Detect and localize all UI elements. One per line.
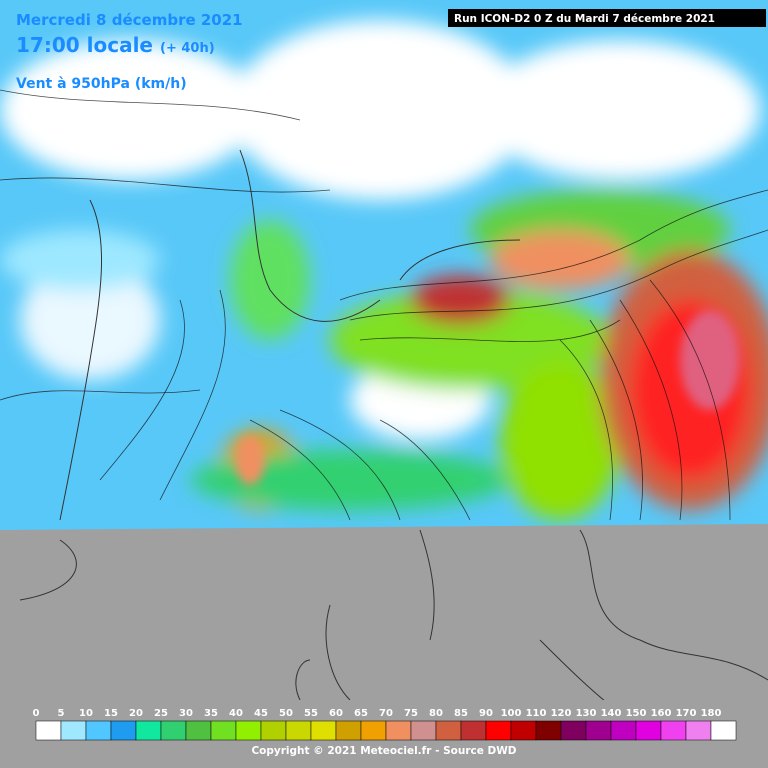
legend-swatch [110,720,137,741]
legend-label: 20 [129,708,143,719]
legend-swatch [635,720,662,741]
legend-swatch [585,720,612,741]
date-title: Mercredi 8 décembre 2021 [16,11,243,29]
parameter-title: Vent à 950hPa (km/h) [16,76,187,92]
legend-swatch [685,720,712,741]
legend-swatch [360,720,387,741]
legend-label: 120 [551,708,572,719]
legend-label: 160 [651,708,672,719]
legend-label: 60 [329,708,343,719]
legend-swatch [135,720,162,741]
legend-label: 40 [229,708,243,719]
legend-swatch [35,720,62,741]
legend-swatch [310,720,337,741]
legend-swatch [660,720,687,741]
legend-swatch [335,720,362,741]
legend-swatch [210,720,237,741]
legend-swatch [435,720,462,741]
legend-swatch [560,720,587,741]
legend-swatch [510,720,537,741]
legend-label: 100 [501,708,522,719]
legend-label: 25 [154,708,168,719]
legend-label: 10 [79,708,93,719]
legend-label: 140 [601,708,622,719]
legend-swatch [385,720,412,741]
run-label: Run ICON-D2 0 Z du Mardi 7 décembre 2021 [454,13,715,25]
copyright: Copyright © 2021 Meteociel.fr - Source D… [251,745,516,757]
legend-label: 180 [701,708,722,719]
legend-label: 30 [179,708,193,719]
legend-swatch [610,720,637,741]
legend-label: 70 [379,708,393,719]
lead-time: (+ 40h) [160,41,215,56]
legend-label: 85 [454,708,468,719]
legend-label: 0 [33,708,40,719]
legend-swatch [235,720,262,741]
legend-swatch [535,720,562,741]
legend-label: 150 [626,708,647,719]
legend: 0 5 10 15 20 25 30 35 40 45 50 55 60 65 70 75 80 85 90 100 1… [33,708,737,741]
legend-swatch [160,720,187,741]
legend-swatch [410,720,437,741]
legend-label: 80 [429,708,443,719]
legend-swatch [260,720,287,741]
legend-label: 65 [354,708,368,719]
legend-swatch [185,720,212,741]
legend-label: 35 [204,708,218,719]
legend-swatch [710,720,737,741]
legend-swatch [460,720,487,741]
legend-label: 170 [676,708,697,719]
legend-label: 110 [526,708,547,719]
legend-label: 50 [279,708,293,719]
legend-label: 55 [304,708,318,719]
legend-swatch [60,720,87,741]
legend-label: 5 [58,708,65,719]
legend-label: 130 [576,708,597,719]
wind-field [0,0,768,530]
legend-label: 90 [479,708,493,719]
run-box [448,9,766,27]
legend-swatch [285,720,312,741]
no-data-area [0,524,768,713]
legend-label: 75 [404,708,418,719]
time-title: 17:00 locale [16,33,153,57]
legend-swatch [485,720,512,741]
legend-label: 15 [104,708,118,719]
legend-swatch [85,720,112,741]
legend-label: 45 [254,708,268,719]
